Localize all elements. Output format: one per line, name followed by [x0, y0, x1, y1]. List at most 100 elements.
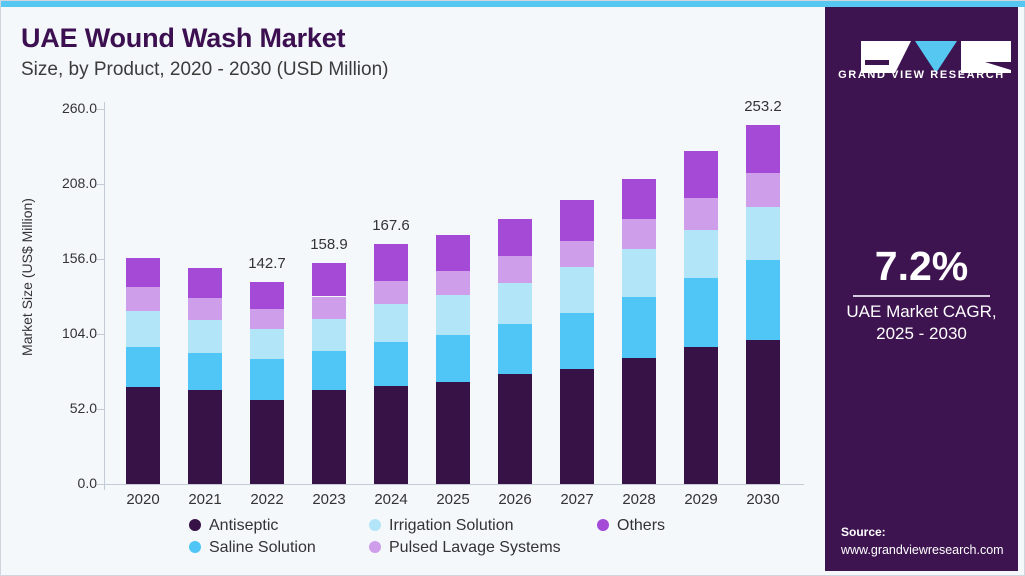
y-axis-tick-mark	[97, 334, 104, 335]
bar-segment[interactable]	[498, 374, 532, 484]
x-axis-tick-label: 2027	[560, 491, 594, 508]
bar-segment[interactable]	[312, 263, 346, 297]
bar-segment[interactable]	[746, 173, 780, 208]
legend-color-swatch-icon	[597, 519, 609, 531]
legend-label: Saline Solution	[209, 539, 316, 556]
bar-segment[interactable]	[312, 390, 346, 484]
bar-segment[interactable]	[436, 295, 470, 336]
bar-segment[interactable]	[436, 381, 470, 484]
bar-segment[interactable]	[188, 389, 222, 484]
y-axis-tick-label: 104.0	[61, 325, 97, 341]
chart-legend: Antiseptic Saline Solution Irrigation Solu…	[189, 517, 809, 573]
bar-segment[interactable]	[498, 256, 532, 283]
x-axis-tick-label: 2021	[188, 491, 222, 508]
page-subtitle: Size, by Product, 2020 - 2030 (USD Milli…	[21, 59, 389, 80]
bar-segment[interactable]	[560, 368, 594, 484]
bar-stack[interactable]	[188, 109, 222, 484]
x-axis-tick-label: 2024	[374, 491, 408, 508]
bar-segment[interactable]	[746, 124, 780, 174]
bar-value-label: 158.9	[310, 236, 348, 254]
bar-segment[interactable]	[436, 270, 470, 296]
legend-item[interactable]: Others	[597, 517, 665, 535]
bar-segment[interactable]	[312, 350, 346, 391]
bar-stack[interactable]	[312, 109, 346, 484]
bar-segment[interactable]	[684, 278, 718, 348]
bar-segment[interactable]	[126, 311, 160, 347]
bar-segment[interactable]	[188, 320, 222, 354]
y-axis-tick-mark	[97, 484, 104, 485]
bar-segment[interactable]	[188, 268, 222, 298]
bar-segment[interactable]	[746, 207, 780, 261]
bar-segment[interactable]	[436, 235, 470, 271]
bar-segment[interactable]	[188, 353, 222, 390]
bar-segment[interactable]	[126, 346, 160, 388]
bar-segment[interactable]	[250, 358, 284, 401]
bar-segment[interactable]	[746, 340, 780, 484]
bar-segment[interactable]	[374, 342, 408, 387]
bar-segment[interactable]	[560, 266, 594, 313]
bar-segment[interactable]	[560, 241, 594, 267]
y-axis-tick-mark	[97, 109, 104, 110]
bar-segment[interactable]	[250, 282, 284, 309]
legend-color-swatch-icon	[369, 519, 381, 531]
x-axis-tick-label: 2023	[312, 491, 346, 508]
bar-segment[interactable]	[126, 387, 160, 484]
grand-view-research-logo-icon	[825, 29, 1018, 91]
bar-segment[interactable]	[622, 178, 656, 220]
bar-segment[interactable]	[746, 260, 780, 341]
y-axis-tick-label: 0.0	[77, 475, 97, 491]
y-axis-ticks: 0.0 52.0 104.0 156.0 208.0 260.0	[23, 7, 97, 575]
bar-segment[interactable]	[498, 323, 532, 375]
x-axis-tick-label: 2020	[126, 491, 160, 508]
legend-label: Irrigation Solution	[389, 517, 514, 534]
bar-segment[interactable]	[498, 282, 532, 324]
bar-stack[interactable]	[374, 109, 408, 484]
bar-segment[interactable]	[684, 229, 718, 279]
bar-segment[interactable]	[622, 357, 656, 484]
legend-label: Antiseptic	[209, 517, 279, 534]
bar-segment[interactable]	[126, 257, 160, 287]
legend-item[interactable]: Saline Solution	[189, 539, 316, 557]
bar-segment[interactable]	[436, 335, 470, 382]
cagr-caption-line2: 2025 - 2030	[876, 324, 967, 343]
bar-segment[interactable]	[374, 244, 408, 281]
bar-segment[interactable]	[250, 400, 284, 484]
bar-stack[interactable]	[498, 109, 532, 484]
bar-stack[interactable]	[560, 109, 594, 484]
bar-segment[interactable]	[622, 296, 656, 358]
bar-segment[interactable]	[498, 218, 532, 257]
legend-label: Pulsed Lavage Systems	[389, 539, 561, 556]
bar-segment[interactable]	[250, 308, 284, 329]
bar-stack[interactable]	[250, 109, 284, 484]
bar-stack[interactable]	[684, 109, 718, 484]
x-axis-tick-label: 2026	[498, 491, 532, 508]
y-axis-tick-mark	[97, 409, 104, 410]
bar-segment[interactable]	[312, 296, 346, 319]
cagr-value: 7.2%	[874, 243, 969, 289]
bar-stack[interactable]	[746, 109, 780, 484]
bar-segment[interactable]	[188, 297, 222, 321]
bar-segment[interactable]	[374, 386, 408, 484]
x-axis-tick-label: 2030	[746, 491, 780, 508]
legend-color-swatch-icon	[369, 541, 381, 553]
legend-item[interactable]: Pulsed Lavage Systems	[369, 539, 561, 557]
bar-stack[interactable]	[622, 109, 656, 484]
bar-segment[interactable]	[684, 347, 718, 484]
legend-item[interactable]: Antiseptic	[189, 517, 278, 535]
cagr-divider	[853, 295, 990, 297]
bar-segment[interactable]	[622, 219, 656, 249]
bar-segment[interactable]	[374, 280, 408, 305]
bar-stack[interactable]	[436, 109, 470, 484]
legend-item[interactable]: Irrigation Solution	[369, 517, 514, 535]
bar-segment[interactable]	[374, 304, 408, 343]
bar-segment[interactable]	[622, 248, 656, 297]
bar-segment[interactable]	[684, 197, 718, 230]
bar-segment[interactable]	[560, 312, 594, 369]
bar-segment[interactable]	[250, 328, 284, 359]
bar-stack[interactable]	[126, 109, 160, 484]
bar-segment[interactable]	[560, 200, 594, 242]
bar-segment[interactable]	[312, 318, 346, 351]
bar-segment[interactable]	[684, 151, 718, 198]
bar-segment[interactable]	[126, 286, 160, 312]
